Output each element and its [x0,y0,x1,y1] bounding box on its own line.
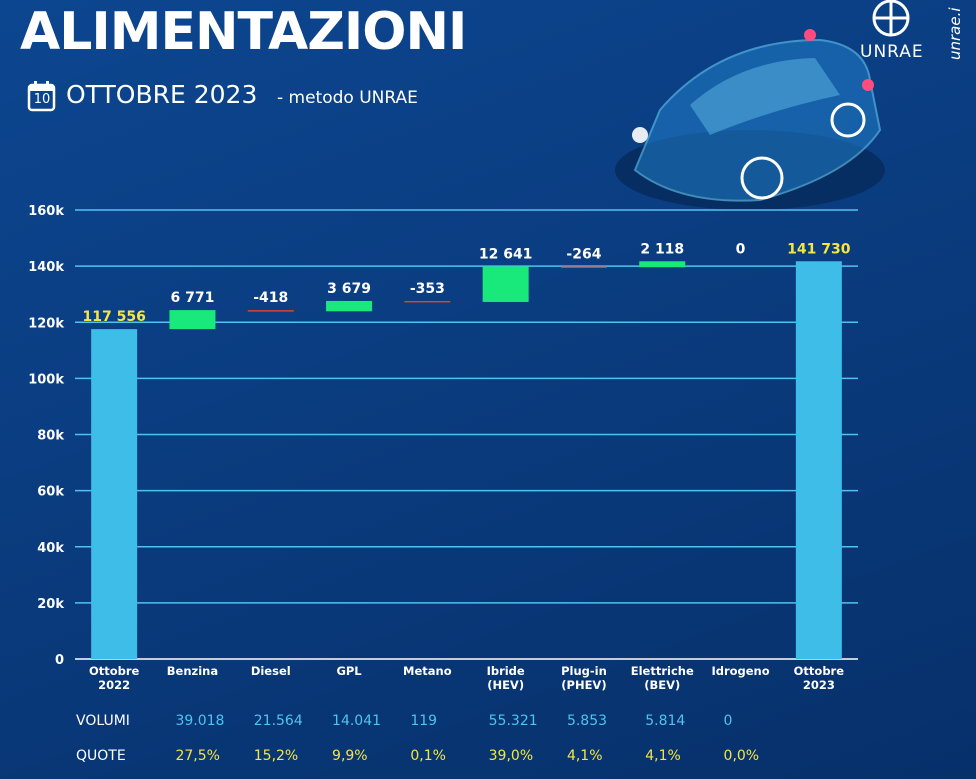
logo-icon [872,0,910,37]
table-cell: 27,5% [175,748,220,764]
value-label: 12 641 [479,246,533,262]
delta-bar [169,310,216,330]
x-tick-label: Ibride (HEV) [486,664,525,692]
logo-text: UNRAE [860,42,924,62]
value-label: -353 [410,281,445,297]
calendar-day: 10 [33,92,51,107]
table-cell: 14.041 [332,713,382,729]
y-tick-label: 100k [28,372,64,387]
table-cell: 39.018 [175,713,225,729]
table-cell: 39,0% [488,748,534,764]
table-cell: 55.321 [488,713,538,729]
value-label: 141 730 [787,241,851,257]
y-tick-label: 120k [28,316,64,331]
y-tick-label: 20k [37,597,64,612]
delta-bar [326,300,373,312]
table-cell: 21.564 [253,713,303,729]
y-tick-label: 40k [37,541,64,556]
value-label: 0 [736,241,746,257]
x-tick-label: Ottobre 2022 [88,664,140,692]
x-tick-label: Idrogeno [711,664,770,678]
calendar-icon [27,81,56,112]
total-bar [795,261,842,659]
delta-bar [639,261,686,268]
table-cell: 4,1% [645,748,681,764]
x-tick-label: GPL [336,664,362,678]
table-cell: 0,1% [410,748,446,764]
row-label: QUOTE [76,748,126,764]
table-cell: 5.814 [645,713,686,729]
value-label: -418 [253,290,288,306]
x-tick-label: Diesel [250,664,291,678]
x-tick-label: Ottobre 2023 [793,664,845,692]
table-cell: 0,0% [723,748,760,764]
value-label: 2 118 [640,241,684,257]
x-tick-label: Benzina [166,664,219,678]
table-cell: 119 [410,713,438,729]
total-bar [91,329,138,659]
y-tick-label: 0 [55,653,64,668]
value-label: -264 [566,246,601,262]
value-label: 117 556 [82,309,145,325]
subtitle: OTTOBRE 2023 [66,80,258,109]
y-tick-label: 60k [37,485,64,500]
y-tick-label: 140k [28,260,64,275]
x-tick-label: Metano [403,664,452,678]
delta-bar [404,300,451,303]
delta-bar [482,266,529,302]
table-cell: 15,2% [253,748,299,764]
table-cell: 9,9% [332,748,368,764]
x-tick-label: Plug-in (PHEV) [561,664,607,692]
car-illustration [615,29,885,210]
title: ALIMENTAZIONI [20,2,467,62]
method: - metodo UNRAE [277,88,418,108]
value-label: 6 771 [171,290,215,306]
table-cell: 4,1% [566,748,603,764]
delta-bar [560,266,607,268]
value-label: 3 679 [327,281,371,297]
y-tick-label: 160k [28,204,64,219]
y-tick-label: 80k [37,429,64,444]
row-label: VOLUMI [76,713,130,729]
table-cell: 5.853 [566,713,608,729]
x-tick-label: Elettriche (BEV) [630,664,694,692]
table-cell: 0 [723,713,733,729]
delta-bar [247,310,294,312]
